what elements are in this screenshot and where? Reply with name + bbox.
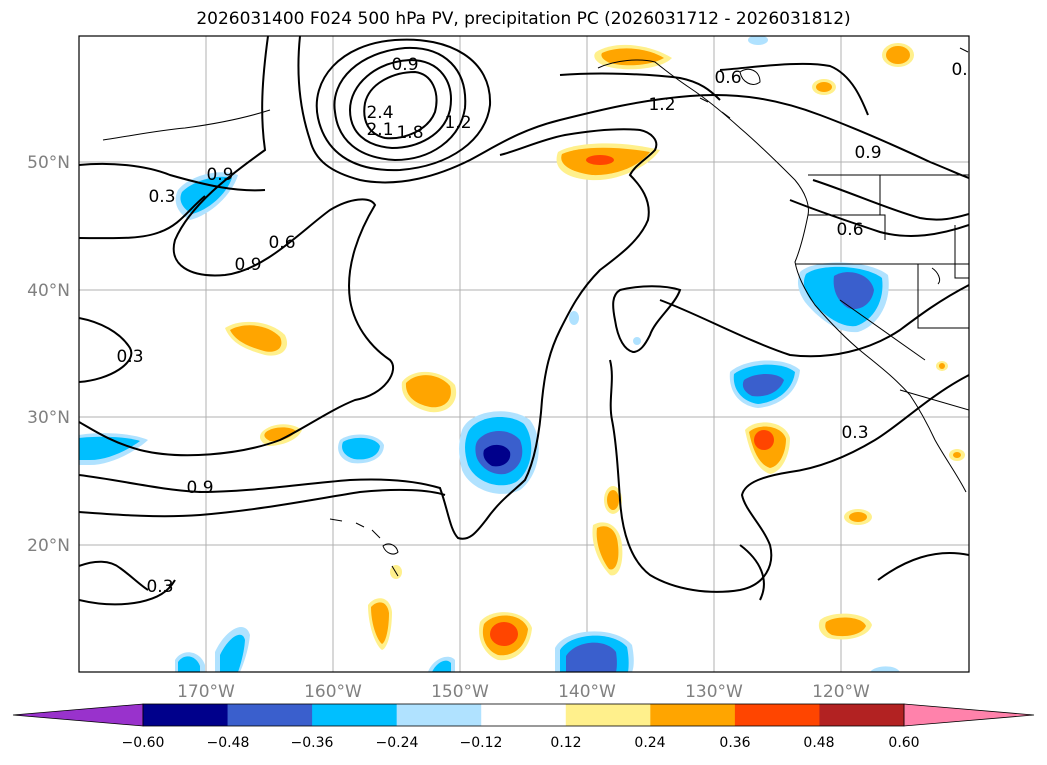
lat-label-30n: 30°N [27,408,70,428]
colorbar-tick-label: 0.48 [803,735,834,751]
contour-label: 0.9 [186,478,213,498]
contour-label: 0.9 [391,55,418,75]
colorbar: −0.60 −0.48 −0.36 −0.24 −0.12 0.12 0.24 … [12,703,1035,751]
contour-label: 1.8 [396,123,423,143]
colorbar-tick-label: −0.24 [376,735,419,751]
colorbar-box [143,704,229,726]
lon-label-140w: 140°W [558,682,616,702]
colorbar-box [227,704,313,726]
contour-label: 0.6 [268,233,295,253]
contour-label: 0.3 [148,187,175,207]
latitude-labels: 50°N 40°N 30°N 20°N [27,153,70,556]
colorbar-extend-high [903,703,1035,727]
colorbar-tick-label: 0.60 [888,735,919,751]
coastlines [102,47,969,577]
pv-contours [79,36,969,606]
colorbar-box [650,704,736,726]
contour-label: 1.2 [444,113,471,133]
precipitation-shading [79,36,965,672]
colorbar-tick-label: 0.12 [550,735,581,751]
contour-label: 2.1 [366,120,393,140]
contour-label: 0.6 [714,68,741,88]
colorbar-box [481,704,567,726]
contour-labels: 2.4 2.1 1.8 1.2 1.2 0.9 0.6 0.6 0.9 0.6 … [116,55,978,597]
lat-label-20n: 20°N [27,536,70,556]
contour-label: 0.9 [206,165,233,185]
contour-label: 0.9 [234,255,261,275]
colorbar-frame [142,703,905,727]
contour-label: 0.6 [836,220,863,240]
lon-label-120w: 120°W [812,682,870,702]
contour-label: 1.2 [648,95,675,115]
lon-label-170w: 170°W [177,682,235,702]
contour-label: 0.6 [951,60,978,80]
colorbar-box [819,704,905,726]
colorbar-box [734,704,820,726]
lon-label-150w: 150°W [431,682,489,702]
plot-area [79,36,969,672]
contour-label: 0.3 [841,423,868,443]
colorbar-tick-label: 0.24 [634,735,665,751]
colorbar-tick-label: −0.60 [122,735,165,751]
lon-label-130w: 130°W [685,682,743,702]
colorbar-extend-low [12,703,144,727]
colorbar-box [396,704,482,726]
plot-border [78,35,970,673]
contour-label: 0.3 [116,347,143,367]
contour-label: 2.4 [366,103,393,123]
colorbar-tick-label: 0.36 [719,735,750,751]
lon-label-160w: 160°W [304,682,362,702]
longitude-labels: 170°W 160°W 150°W 140°W 130°W 120°W [177,682,870,702]
map-title: 2026031400 F024 500 hPa PV, precipitatio… [196,9,851,29]
colorbar-tick-label: −0.48 [207,735,250,751]
contour-label: 0.3 [146,577,173,597]
colorbar-tick-label: −0.36 [291,735,334,751]
lat-label-50n: 50°N [27,153,70,173]
contour-label: 0.9 [854,143,881,163]
colorbar-box [312,704,398,726]
colorbar-box [565,704,651,726]
gridlines [79,36,969,672]
lat-label-40n: 40°N [27,281,70,301]
colorbar-tick-label: −0.12 [460,735,503,751]
